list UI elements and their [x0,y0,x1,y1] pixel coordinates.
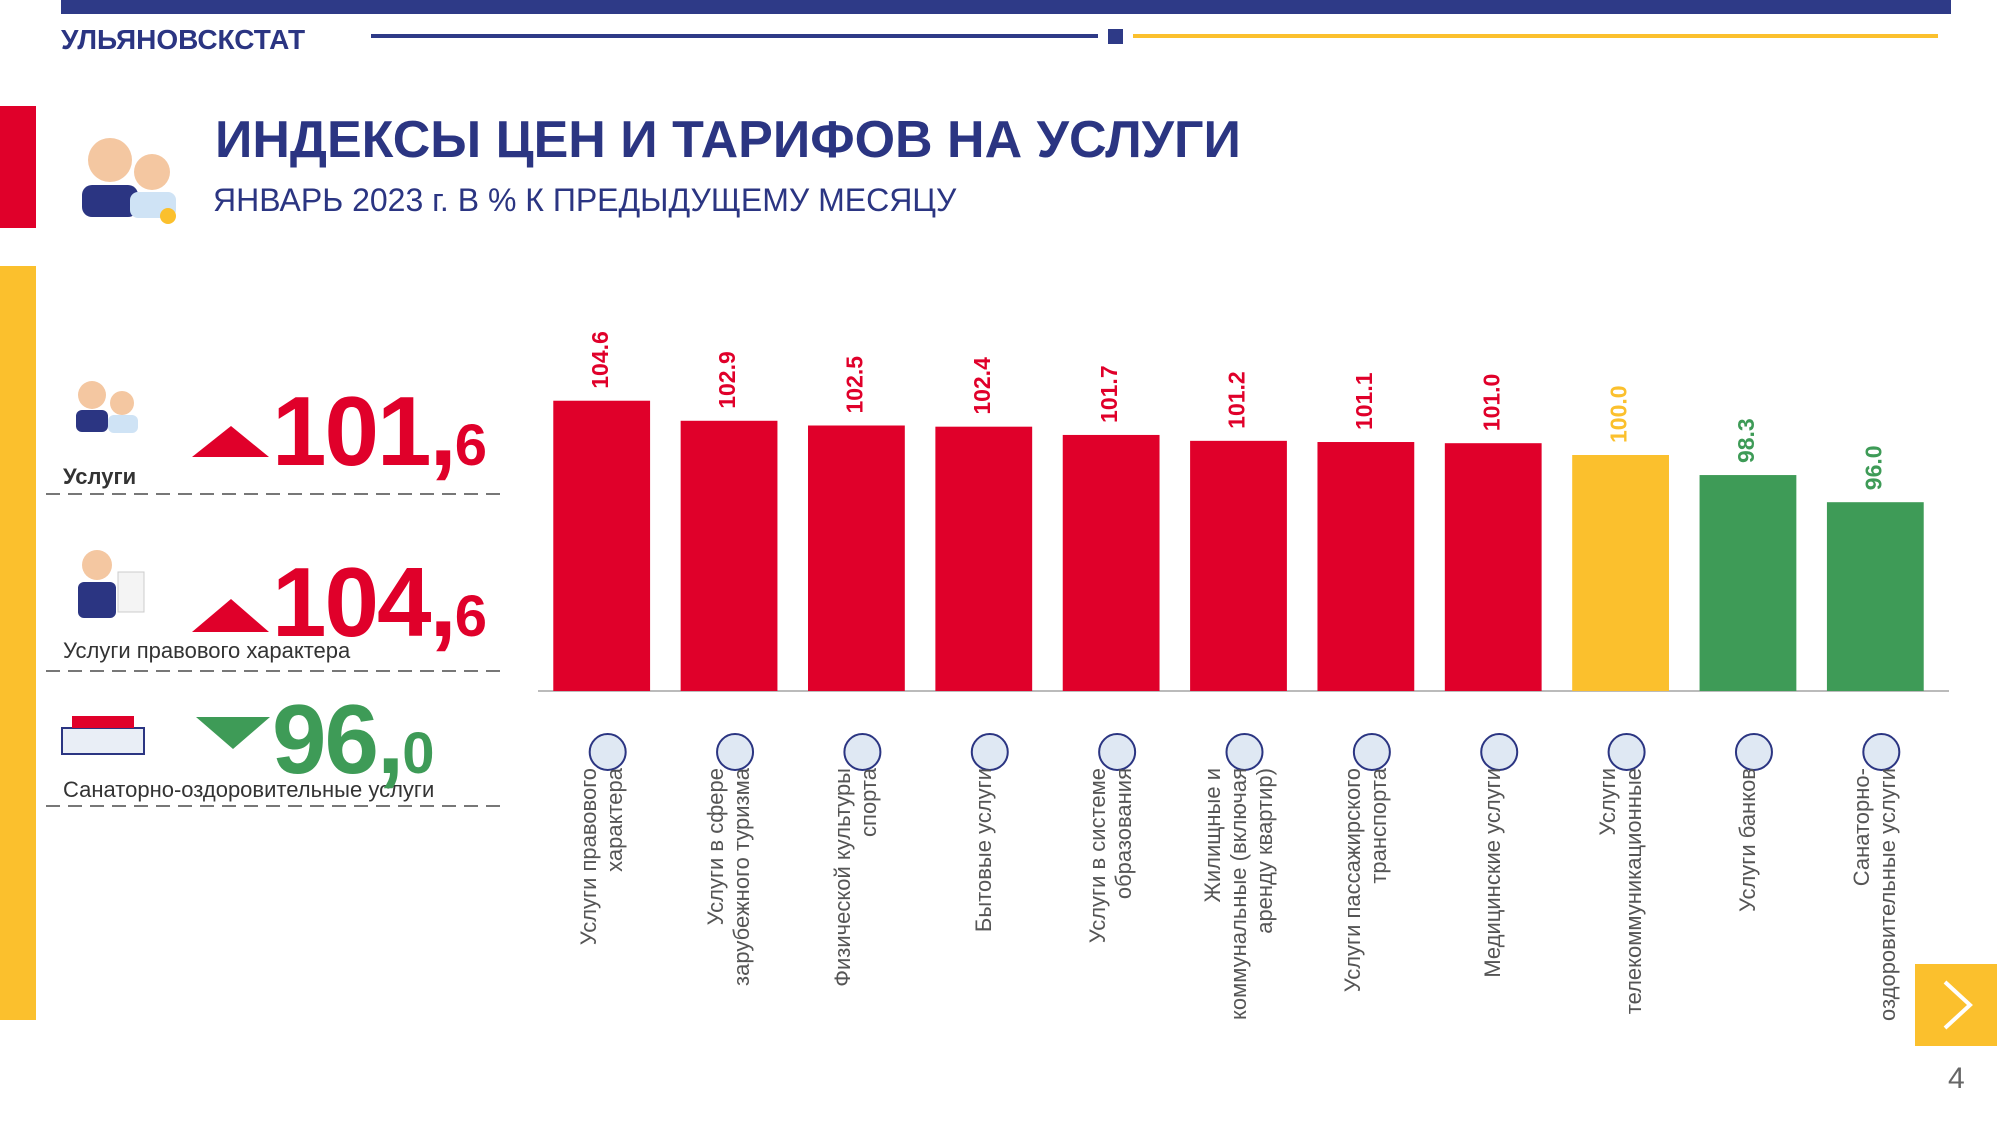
value-label: 101.1 [1351,372,1377,430]
value-label: 104.6 [587,331,613,389]
x-tick-label: Услуги телекоммуникационные [1594,768,1646,1015]
x-tick-label: Услуги в сфере зарубежного туризма [703,768,755,986]
x-tick-label: Санаторно-оздоровительные услуги [1849,768,1901,1021]
value-label: 101.0 [1478,374,1504,432]
bar [1062,434,1160,691]
x-tick-label: Услуги в системе образования [1085,768,1137,944]
category-icon [1862,733,1901,771]
bar [680,420,778,691]
category-icon [970,733,1009,771]
brand: УЛЬЯНОВСКСТАТ [61,24,306,55]
bar [808,425,905,691]
x-tick-label: Услуги правового характера [575,768,627,946]
top-bar [61,0,1951,14]
x-tick-label: Физической культуры спорта [830,768,882,987]
header-square [1108,29,1123,44]
side-accent [0,266,36,1020]
x-tick-label: Жилищные и коммунальные (включая аренду … [1199,768,1277,1020]
kpi-value: 96,0 [272,684,435,794]
value-label: 96.0 [1860,445,1886,490]
bar [1190,440,1287,691]
page-number: 4 [1948,1062,1965,1095]
x-tick-label: Услуги пассажирского транспорта [1339,768,1391,993]
kpi-value: 104,6 [272,547,488,657]
up-arrow [192,426,269,457]
bar [1317,442,1415,691]
value-label: 98.3 [1733,418,1759,463]
title: ИНДЕКСЫ ЦЕН И ТАРИФОВ НА УСЛУГИ [215,111,1241,169]
side-accent [0,106,36,228]
kpi-value: 101,6 [272,376,488,486]
value-label: 101.2 [1224,371,1250,429]
next-button[interactable] [1915,964,1997,1046]
category-icon [1098,733,1137,771]
title-icon [82,138,176,224]
next-button-bg[interactable] [1915,964,1997,1046]
next-chevron[interactable] [1943,980,1973,1030]
x-tick-label: Медицинские услуги [1480,768,1506,978]
header-line [1133,34,1938,38]
bar [1826,502,1924,691]
header-line [371,34,1098,38]
value-label: 100.0 [1606,385,1632,443]
value-label: 102.5 [841,356,867,414]
category-icon [1352,733,1391,771]
category-icon [1734,733,1773,771]
kpi-label: Санаторно-оздоровительные услуги [63,777,435,802]
kpi-icon [61,381,145,755]
category-icon [1480,733,1519,771]
bar [553,400,651,691]
value-label: 102.9 [714,351,740,409]
x-tick-label: Услуги банков [1734,768,1760,913]
up-arrow [192,599,269,632]
category-icon [1225,733,1264,771]
category-icon [716,733,755,771]
bar [1444,443,1542,691]
down-arrow [196,717,270,749]
value-label: 102.4 [969,357,995,415]
category-icon [843,733,882,771]
value-label: 101.7 [1096,365,1122,423]
category-icon [1607,733,1646,771]
subtitle: ЯНВАРЬ 2023 г. В % К ПРЕДЫДУЩЕМУ МЕСЯЦУ [213,182,957,218]
bar [1699,475,1797,691]
bar [1572,455,1669,691]
x-tick-label: Бытовые услуги [970,768,996,933]
bar [935,426,1033,691]
kpi-label: Услуги правового характера [63,638,351,663]
kpi-label: Услуги [63,464,137,489]
category-icon [588,733,627,771]
